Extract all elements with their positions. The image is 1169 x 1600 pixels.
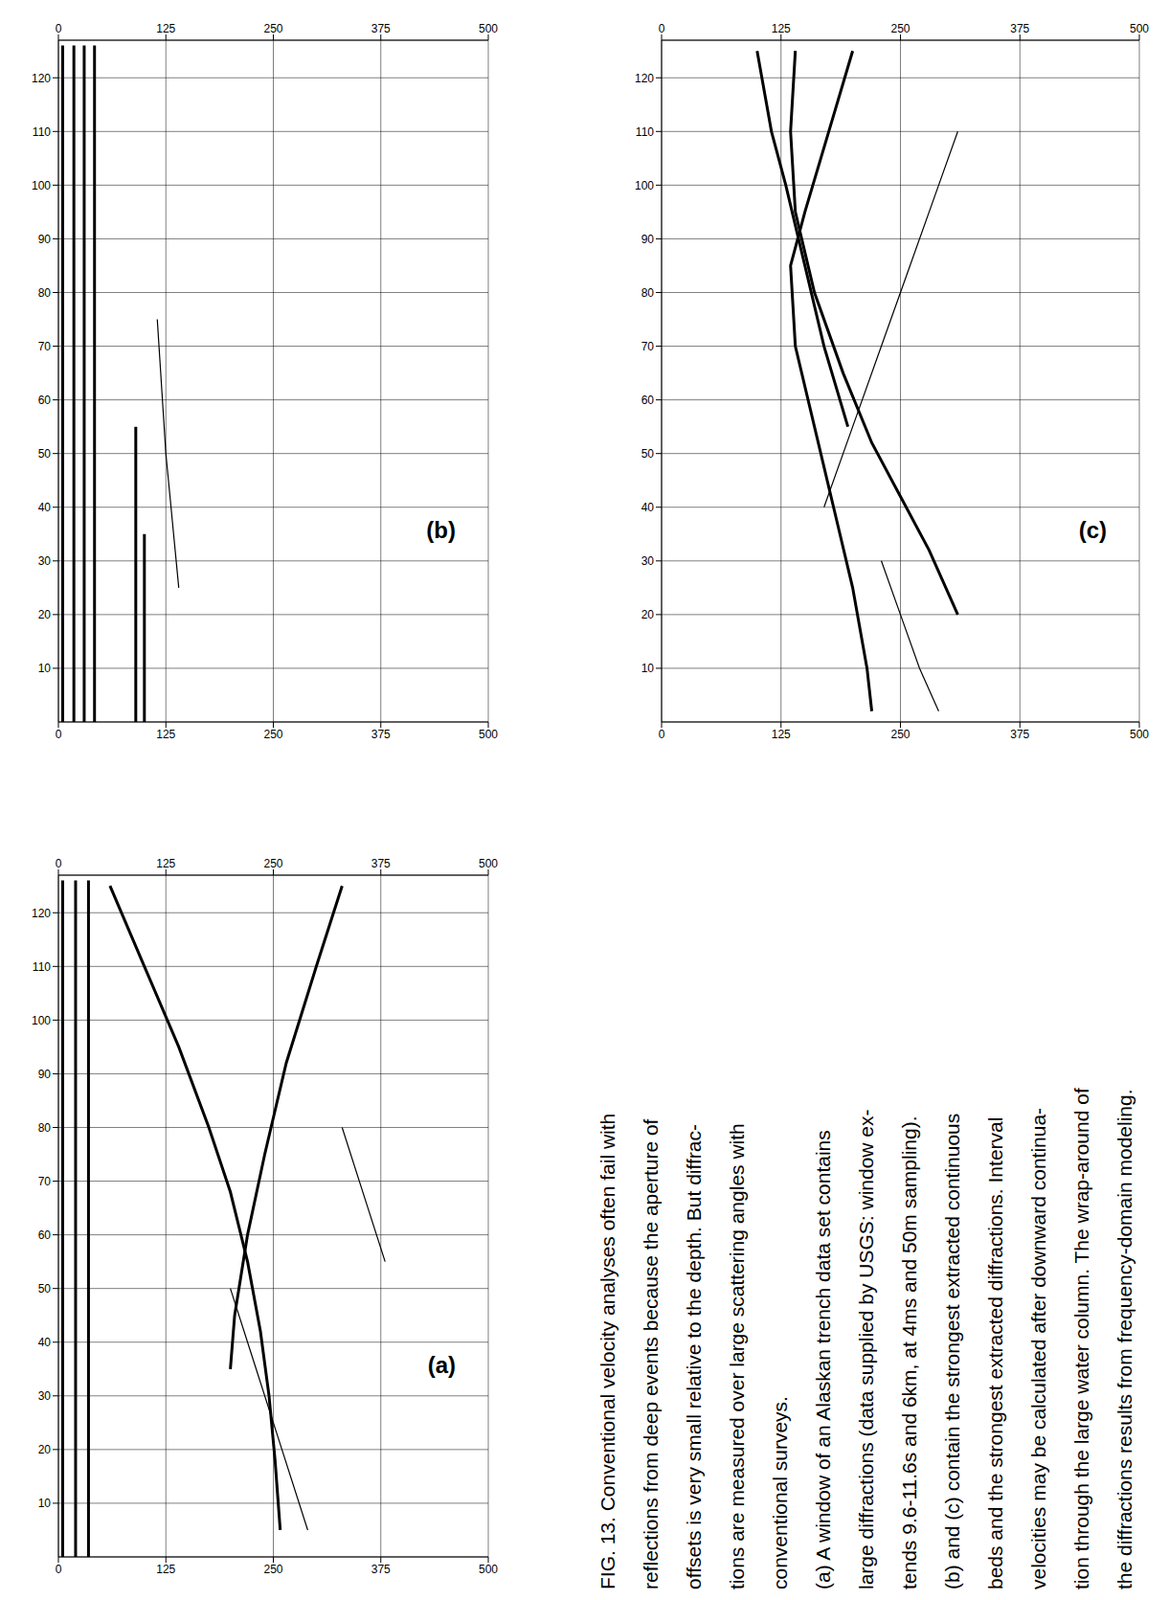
svg-text:10: 10 (38, 1496, 52, 1510)
html-text:large diffractions (data suppl: large diffractions (data supplied by USG… (854, 1109, 877, 1590)
svg-text:125: 125 (771, 727, 791, 742)
svg-text:20: 20 (641, 607, 655, 622)
html-text:FIG. 13. Conventional velocity: FIG. 13. Conventional velocity analyses … (596, 1113, 619, 1590)
svg-text:375: 375 (371, 1562, 391, 1576)
svg-text:500: 500 (1129, 22, 1149, 36)
svg-text:250: 250 (263, 856, 283, 871)
svg-text:110: 110 (635, 125, 654, 139)
svg-text:375: 375 (371, 22, 391, 36)
svg-text:0: 0 (55, 1562, 63, 1576)
html-text:the diffractions results from: the diffractions results from frequency-… (1113, 1089, 1136, 1590)
svg-text:30: 30 (38, 1389, 52, 1403)
svg-text:60: 60 (38, 1228, 52, 1242)
svg-text:10: 10 (38, 661, 52, 675)
html-text:(a) A window of an Alaskan tre: (a) A window of an Alaskan trench data s… (811, 1129, 834, 1590)
svg-text:125: 125 (156, 1562, 176, 1576)
svg-text:375: 375 (1010, 727, 1030, 742)
svg-text:50: 50 (641, 447, 655, 461)
svg-text:250: 250 (263, 1562, 283, 1576)
svg-text:80: 80 (38, 286, 52, 300)
svg-text:375: 375 (371, 727, 391, 742)
html-text:conventional surveys.: conventional surveys. (768, 1395, 791, 1590)
svg-text:110: 110 (32, 125, 51, 139)
svg-text:0: 0 (55, 727, 63, 742)
svg-text:500: 500 (478, 856, 498, 871)
svg-text:70: 70 (38, 1174, 52, 1189)
svg-text:250: 250 (263, 727, 283, 742)
svg-text:250: 250 (263, 22, 283, 36)
html-text:(a): (a) (427, 1351, 456, 1378)
svg-text:500: 500 (1129, 727, 1149, 742)
svg-text:110: 110 (32, 960, 51, 974)
svg-text:500: 500 (478, 1562, 498, 1576)
svg-text:500: 500 (478, 727, 498, 742)
svg-text:250: 250 (890, 727, 910, 742)
html-text:(b) and (c) contain the strong: (b) and (c) contain the strongest extrac… (941, 1113, 964, 1590)
svg-text:125: 125 (156, 856, 176, 871)
svg-text:70: 70 (641, 339, 655, 354)
svg-text:80: 80 (38, 1121, 52, 1135)
svg-text:120: 120 (634, 71, 654, 86)
svg-text:120: 120 (31, 71, 51, 86)
svg-text:120: 120 (31, 906, 51, 921)
svg-text:0: 0 (55, 856, 63, 871)
svg-text:50: 50 (38, 1281, 52, 1296)
svg-text:50: 50 (38, 447, 52, 461)
html-text:(b): (b) (426, 517, 456, 543)
html-text:beds and the strongest extract: beds and the strongest extracted diffrac… (984, 1116, 1007, 1590)
svg-text:30: 30 (38, 554, 52, 568)
svg-text:20: 20 (38, 607, 52, 622)
svg-text:0: 0 (658, 22, 666, 36)
html-text:tends 9.6-11.6s and 6km, at 4m: tends 9.6-11.6s and 6km, at 4ms and 50m … (898, 1115, 921, 1590)
svg-text:375: 375 (1010, 22, 1030, 36)
svg-text:40: 40 (38, 500, 52, 515)
svg-text:80: 80 (641, 286, 655, 300)
svg-text:100: 100 (31, 1013, 51, 1028)
svg-text:60: 60 (641, 393, 655, 407)
svg-text:125: 125 (156, 22, 176, 36)
svg-text:70: 70 (38, 339, 52, 354)
svg-text:0: 0 (658, 727, 666, 742)
svg-text:40: 40 (641, 500, 655, 515)
svg-text:60: 60 (38, 393, 52, 407)
svg-text:0: 0 (55, 22, 63, 36)
svg-text:125: 125 (771, 22, 791, 36)
svg-text:90: 90 (641, 232, 655, 247)
svg-text:100: 100 (634, 179, 654, 193)
svg-text:90: 90 (38, 1067, 52, 1081)
svg-text:20: 20 (38, 1442, 52, 1457)
svg-text:10: 10 (641, 661, 655, 675)
svg-text:90: 90 (38, 232, 52, 247)
html-text:tions are measured over large: tions are measured over large scattering… (725, 1123, 748, 1590)
html-text:reflections from deep events b: reflections from deep events because the… (639, 1118, 662, 1590)
svg-text:375: 375 (371, 856, 391, 871)
html-text:(c): (c) (1078, 517, 1107, 543)
svg-text:40: 40 (38, 1335, 52, 1349)
svg-text:100: 100 (31, 179, 51, 193)
html-text:tion through the large water c: tion through the large water column. The… (1070, 1087, 1093, 1590)
svg-text:125: 125 (156, 727, 176, 742)
svg-text:250: 250 (890, 22, 910, 36)
html-text:offsets is very small relative: offsets is very small relative to the de… (682, 1124, 705, 1590)
svg-text:30: 30 (641, 554, 655, 568)
html-text:velocities may be calculated a: velocities may be calculated after downw… (1027, 1107, 1050, 1590)
svg-text:500: 500 (478, 22, 498, 36)
